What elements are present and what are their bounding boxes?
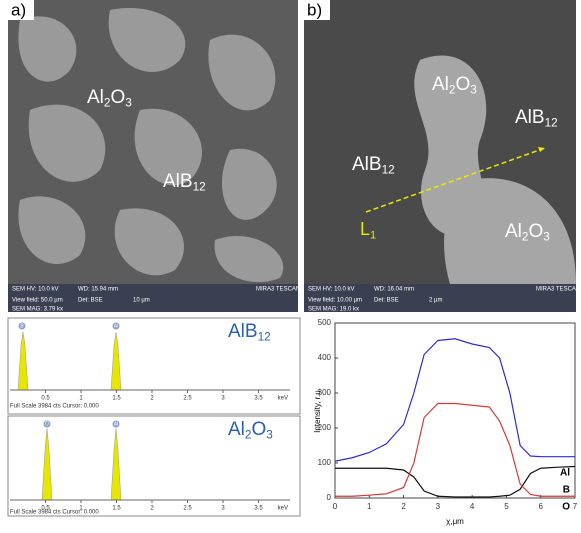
formula-part: AlB — [163, 171, 193, 192]
info-text: MIRA3 TESCAN — [256, 287, 300, 293]
formula-part: Al — [505, 221, 522, 242]
info-text: 10 µm — [133, 298, 150, 304]
info-text: Det: BSE — [374, 298, 399, 304]
subscript: 3 — [266, 429, 273, 442]
formula-part: AlB — [228, 321, 258, 342]
series-line — [335, 339, 575, 462]
info-text: MIRA3 TESCAN — [536, 287, 580, 293]
x-tick-label: 1 — [367, 502, 372, 511]
panel-label: b) — [307, 0, 322, 19]
subscript: 3 — [543, 231, 550, 244]
tick-label: 3.5 — [254, 506, 263, 512]
formula-part: O — [110, 87, 125, 108]
info-text: View field: 50.0 µm — [12, 298, 63, 304]
info-text: 2 µm — [429, 298, 442, 304]
x-tick-label: 0 — [333, 502, 338, 511]
series-line — [335, 467, 575, 497]
formula-part: O — [455, 74, 470, 95]
legend-label: B — [563, 485, 570, 496]
tick-label: 2.5 — [183, 506, 192, 512]
plot-frame — [335, 323, 575, 498]
unit: keV — [278, 396, 288, 402]
info-text: Det: BSE — [78, 298, 103, 304]
x-tick-label: 5 — [504, 502, 509, 511]
info-text: SEM HV: 10.0 kV — [12, 287, 58, 293]
x-tick-label: 2 — [401, 502, 406, 511]
formula-part: L — [360, 219, 370, 239]
info-text: WD: 16.04 mm — [374, 287, 414, 293]
tick-label: 2.5 — [183, 396, 192, 402]
formula-part: O — [528, 221, 543, 242]
x-tick-label: 4 — [470, 502, 475, 511]
peak-label: O — [45, 421, 49, 427]
formula-part: Al — [228, 419, 245, 440]
y-tick-label: 100 — [318, 458, 332, 467]
subscript: 3 — [125, 97, 132, 110]
formula-part: AlB — [515, 107, 545, 128]
y-tick-label: 400 — [318, 353, 332, 362]
subscript: 12 — [545, 117, 558, 130]
series-line — [335, 404, 575, 497]
info-text: WD: 15.94 mm — [78, 287, 118, 293]
peak-label: Al — [114, 421, 118, 427]
formula-part: AlB — [352, 154, 382, 175]
peak-label: Al — [114, 323, 118, 329]
legend-label: O — [562, 502, 570, 513]
legend-label: Al — [560, 468, 570, 479]
figure: a)Al2O3AlB12SEM HV: 10.0 kVWD: 15.94 mmM… — [0, 0, 581, 533]
subscript: 3 — [470, 84, 477, 97]
x-tick-label: 6 — [538, 502, 543, 511]
footer: Full Scale 3984 cts Cursor: 0.000 — [10, 510, 99, 516]
info-text: SEM MAG: 19.0 kx — [308, 307, 359, 313]
info-text: SEM MAG: 3.79 kx — [12, 307, 63, 313]
x-axis-label: χ,μm — [446, 517, 464, 526]
subscript: 12 — [193, 181, 206, 194]
y-tick-label: 0 — [327, 493, 332, 502]
tick-label: 3.5 — [254, 396, 263, 402]
formula-part: Al — [432, 74, 449, 95]
unit: keV — [278, 506, 288, 512]
formula-part: O — [251, 419, 266, 440]
subscript: 12 — [258, 331, 271, 344]
formula-part: Al — [87, 87, 104, 108]
subscript: 1 — [370, 229, 376, 241]
footer: Full Scale 3984 cts Cursor: 0.000 — [10, 404, 99, 410]
tick-label: 1.5 — [112, 396, 121, 402]
info-text: SEM HV: 10.0 kV — [308, 287, 354, 293]
panel-label: a) — [11, 0, 26, 19]
x-tick-label: 3 — [436, 502, 441, 511]
tick-label: 0.5 — [41, 396, 50, 402]
y-tick-label: 500 — [318, 318, 332, 327]
info-text: View field: 10.00 µm — [308, 298, 362, 304]
y-axis-label: Intensity, r.u. — [313, 388, 322, 433]
subscript: 12 — [382, 164, 395, 177]
tick-label: 1.5 — [112, 506, 121, 512]
x-tick-label: 7 — [573, 502, 578, 511]
